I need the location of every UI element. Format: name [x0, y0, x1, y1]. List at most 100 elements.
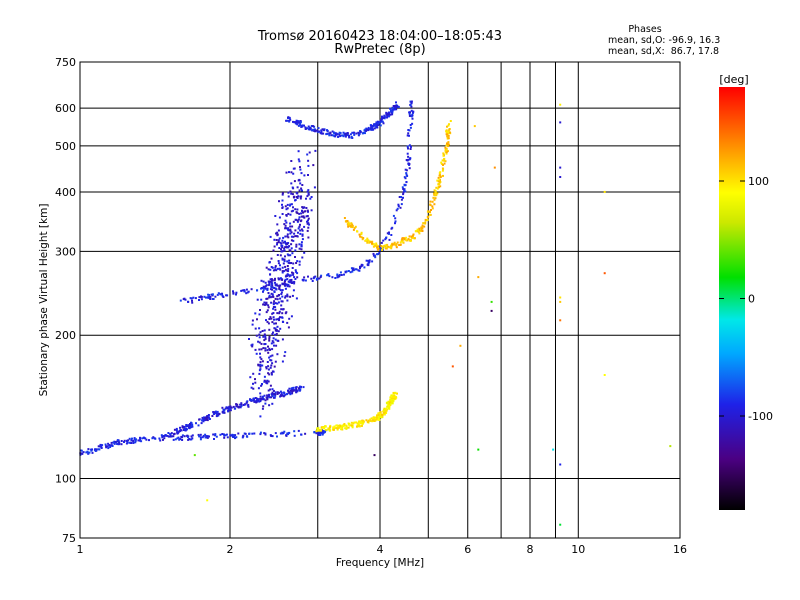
echo-point: [559, 121, 562, 124]
echo-point: [100, 445, 102, 448]
echo-point: [289, 279, 292, 282]
echo-point: [187, 300, 190, 303]
echo-point: [301, 238, 304, 241]
echo-point: [289, 389, 292, 392]
echo-point: [199, 296, 202, 299]
echo-point: [390, 245, 393, 248]
echo-point: [310, 209, 313, 212]
echo-point: [300, 215, 303, 218]
echo-point: [299, 168, 302, 171]
echo-point: [270, 266, 273, 268]
echo-point: [160, 434, 163, 437]
echo-point: [340, 274, 343, 276]
echo-point: [388, 232, 390, 235]
echo-point: [252, 382, 254, 385]
echo-point: [410, 145, 412, 148]
echo-point: [263, 339, 266, 342]
echo-point: [259, 356, 262, 359]
echo-point: [287, 195, 290, 198]
echo-point: [125, 442, 128, 445]
echo-point: [322, 427, 325, 430]
echo-point: [337, 425, 340, 428]
echo-point: [429, 204, 432, 207]
echo-point: [379, 245, 381, 248]
echo-point: [214, 433, 217, 436]
echo-point: [381, 117, 384, 120]
echo-point: [284, 268, 287, 271]
echo-point: [339, 135, 342, 138]
echo-point: [377, 418, 380, 421]
echo-point: [246, 435, 249, 438]
phase-line-o: mean, sd,O: -96.9, 16.3: [608, 35, 720, 46]
echo-point: [374, 256, 377, 259]
echo-point: [190, 297, 193, 300]
echo-point: [290, 247, 293, 250]
echo-point: [395, 243, 398, 246]
echo-point: [274, 338, 277, 341]
echo-point: [377, 414, 380, 416]
echo-point: [281, 270, 284, 273]
echo-point: [400, 196, 402, 198]
y-tick-label: 300: [55, 245, 76, 258]
echo-point: [266, 287, 269, 290]
echo-point: [223, 411, 226, 414]
echo-point: [369, 419, 372, 422]
echo-point: [361, 132, 364, 135]
echo-point: [307, 174, 309, 176]
echo-point: [250, 288, 253, 291]
echo-point: [284, 351, 287, 354]
echo-point: [315, 277, 318, 280]
echo-point: [260, 298, 263, 301]
echo-point: [175, 427, 178, 430]
echo-point: [267, 284, 270, 287]
echo-point: [257, 340, 260, 343]
echo-point: [340, 427, 343, 430]
echo-point: [132, 440, 135, 442]
echo-point: [287, 229, 290, 232]
echo-point: [301, 234, 304, 237]
echo-point: [276, 223, 279, 226]
echo-point: [294, 208, 297, 211]
echo-point: [292, 220, 295, 223]
echo-point: [332, 426, 335, 429]
echo-point: [253, 432, 256, 435]
echo-point: [376, 120, 379, 123]
echo-point: [263, 303, 266, 306]
echo-point: [283, 270, 286, 273]
echo-point: [284, 246, 287, 249]
echo-point: [303, 276, 306, 279]
echo-point: [274, 394, 277, 397]
echo-point: [314, 130, 317, 132]
echo-point: [262, 289, 265, 292]
echo-point: [410, 102, 413, 105]
echo-point: [278, 237, 281, 240]
echo-point: [287, 116, 290, 119]
echo-point: [404, 168, 407, 171]
echo-point: [106, 445, 109, 448]
echo-point: [344, 135, 347, 138]
echo-point: [281, 213, 284, 215]
echo-point: [204, 436, 207, 439]
echo-point: [209, 298, 212, 300]
echo-point: [350, 267, 353, 270]
echo-point: [286, 260, 289, 263]
echo-point: [268, 396, 271, 399]
echo-point: [234, 436, 237, 439]
echo-point: [376, 246, 379, 249]
echo-point: [295, 191, 298, 194]
echo-point: [377, 124, 380, 126]
echo-point: [296, 235, 299, 238]
echo-point: [297, 120, 300, 123]
echo-point: [278, 312, 281, 315]
echo-point: [289, 232, 292, 235]
echo-point: [344, 133, 347, 136]
echo-point: [88, 451, 91, 454]
y-tick-label: 100: [55, 473, 76, 486]
echo-point: [279, 289, 282, 292]
echo-point: [350, 136, 353, 139]
echo-point: [254, 381, 257, 384]
echo-point: [408, 167, 411, 170]
echo-point: [105, 445, 108, 448]
echo-point: [322, 426, 325, 429]
echo-point: [191, 423, 194, 426]
